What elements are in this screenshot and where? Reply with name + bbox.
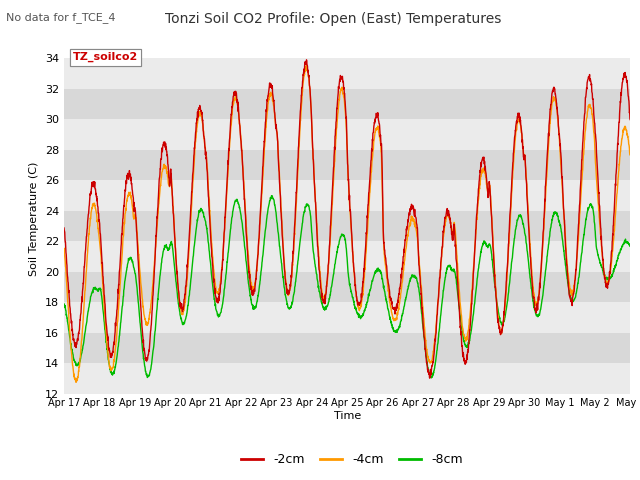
-4cm [72, 379, 80, 385]
Text: No data for f_TCE_4: No data for f_TCE_4 [6, 12, 116, 23]
-2cm [239, 166, 246, 171]
-2cm [550, 85, 558, 91]
-4cm [627, 152, 634, 158]
-8cm [60, 301, 68, 307]
Bar [64, 241, 630, 272]
-2cm [627, 117, 634, 123]
-2cm [303, 57, 310, 63]
-4cm [550, 95, 558, 100]
Text: Tonzi Soil CO2 Profile: Open (East) Temperatures: Tonzi Soil CO2 Profile: Open (East) Temp… [164, 12, 501, 26]
-8cm [116, 320, 124, 326]
Bar [64, 211, 630, 241]
Bar [64, 302, 630, 333]
-4cm [239, 167, 247, 172]
X-axis label: Time: Time [333, 411, 361, 421]
-4cm [117, 271, 125, 277]
Legend: -2cm, -4cm, -8cm: -2cm, -4cm, -8cm [236, 448, 468, 471]
-8cm [627, 241, 634, 247]
-2cm [619, 78, 627, 84]
Line: -2cm: -2cm [64, 60, 630, 378]
-8cm [550, 210, 558, 216]
-8cm [381, 294, 389, 300]
-4cm [303, 62, 310, 68]
-2cm [381, 255, 389, 261]
Bar [64, 150, 630, 180]
-4cm [60, 246, 68, 252]
-2cm [518, 139, 526, 145]
-2cm [60, 225, 68, 231]
-8cm [619, 242, 627, 248]
-2cm [426, 375, 433, 381]
Line: -4cm: -4cm [64, 65, 630, 382]
Bar [64, 333, 630, 363]
Bar [64, 59, 630, 89]
-4cm [619, 132, 627, 138]
-8cm [268, 193, 275, 199]
Bar [64, 120, 630, 150]
-2cm [116, 253, 124, 259]
-8cm [518, 217, 526, 223]
Bar [64, 272, 630, 302]
Bar [64, 180, 630, 211]
-4cm [382, 264, 390, 270]
Line: -8cm: -8cm [64, 196, 630, 378]
-4cm [518, 137, 526, 143]
Y-axis label: Soil Temperature (C): Soil Temperature (C) [29, 161, 39, 276]
Bar [64, 89, 630, 120]
Legend: TZ_soilco2: TZ_soilco2 [70, 49, 141, 66]
Bar [64, 363, 630, 394]
-8cm [428, 375, 435, 381]
-8cm [239, 226, 246, 232]
